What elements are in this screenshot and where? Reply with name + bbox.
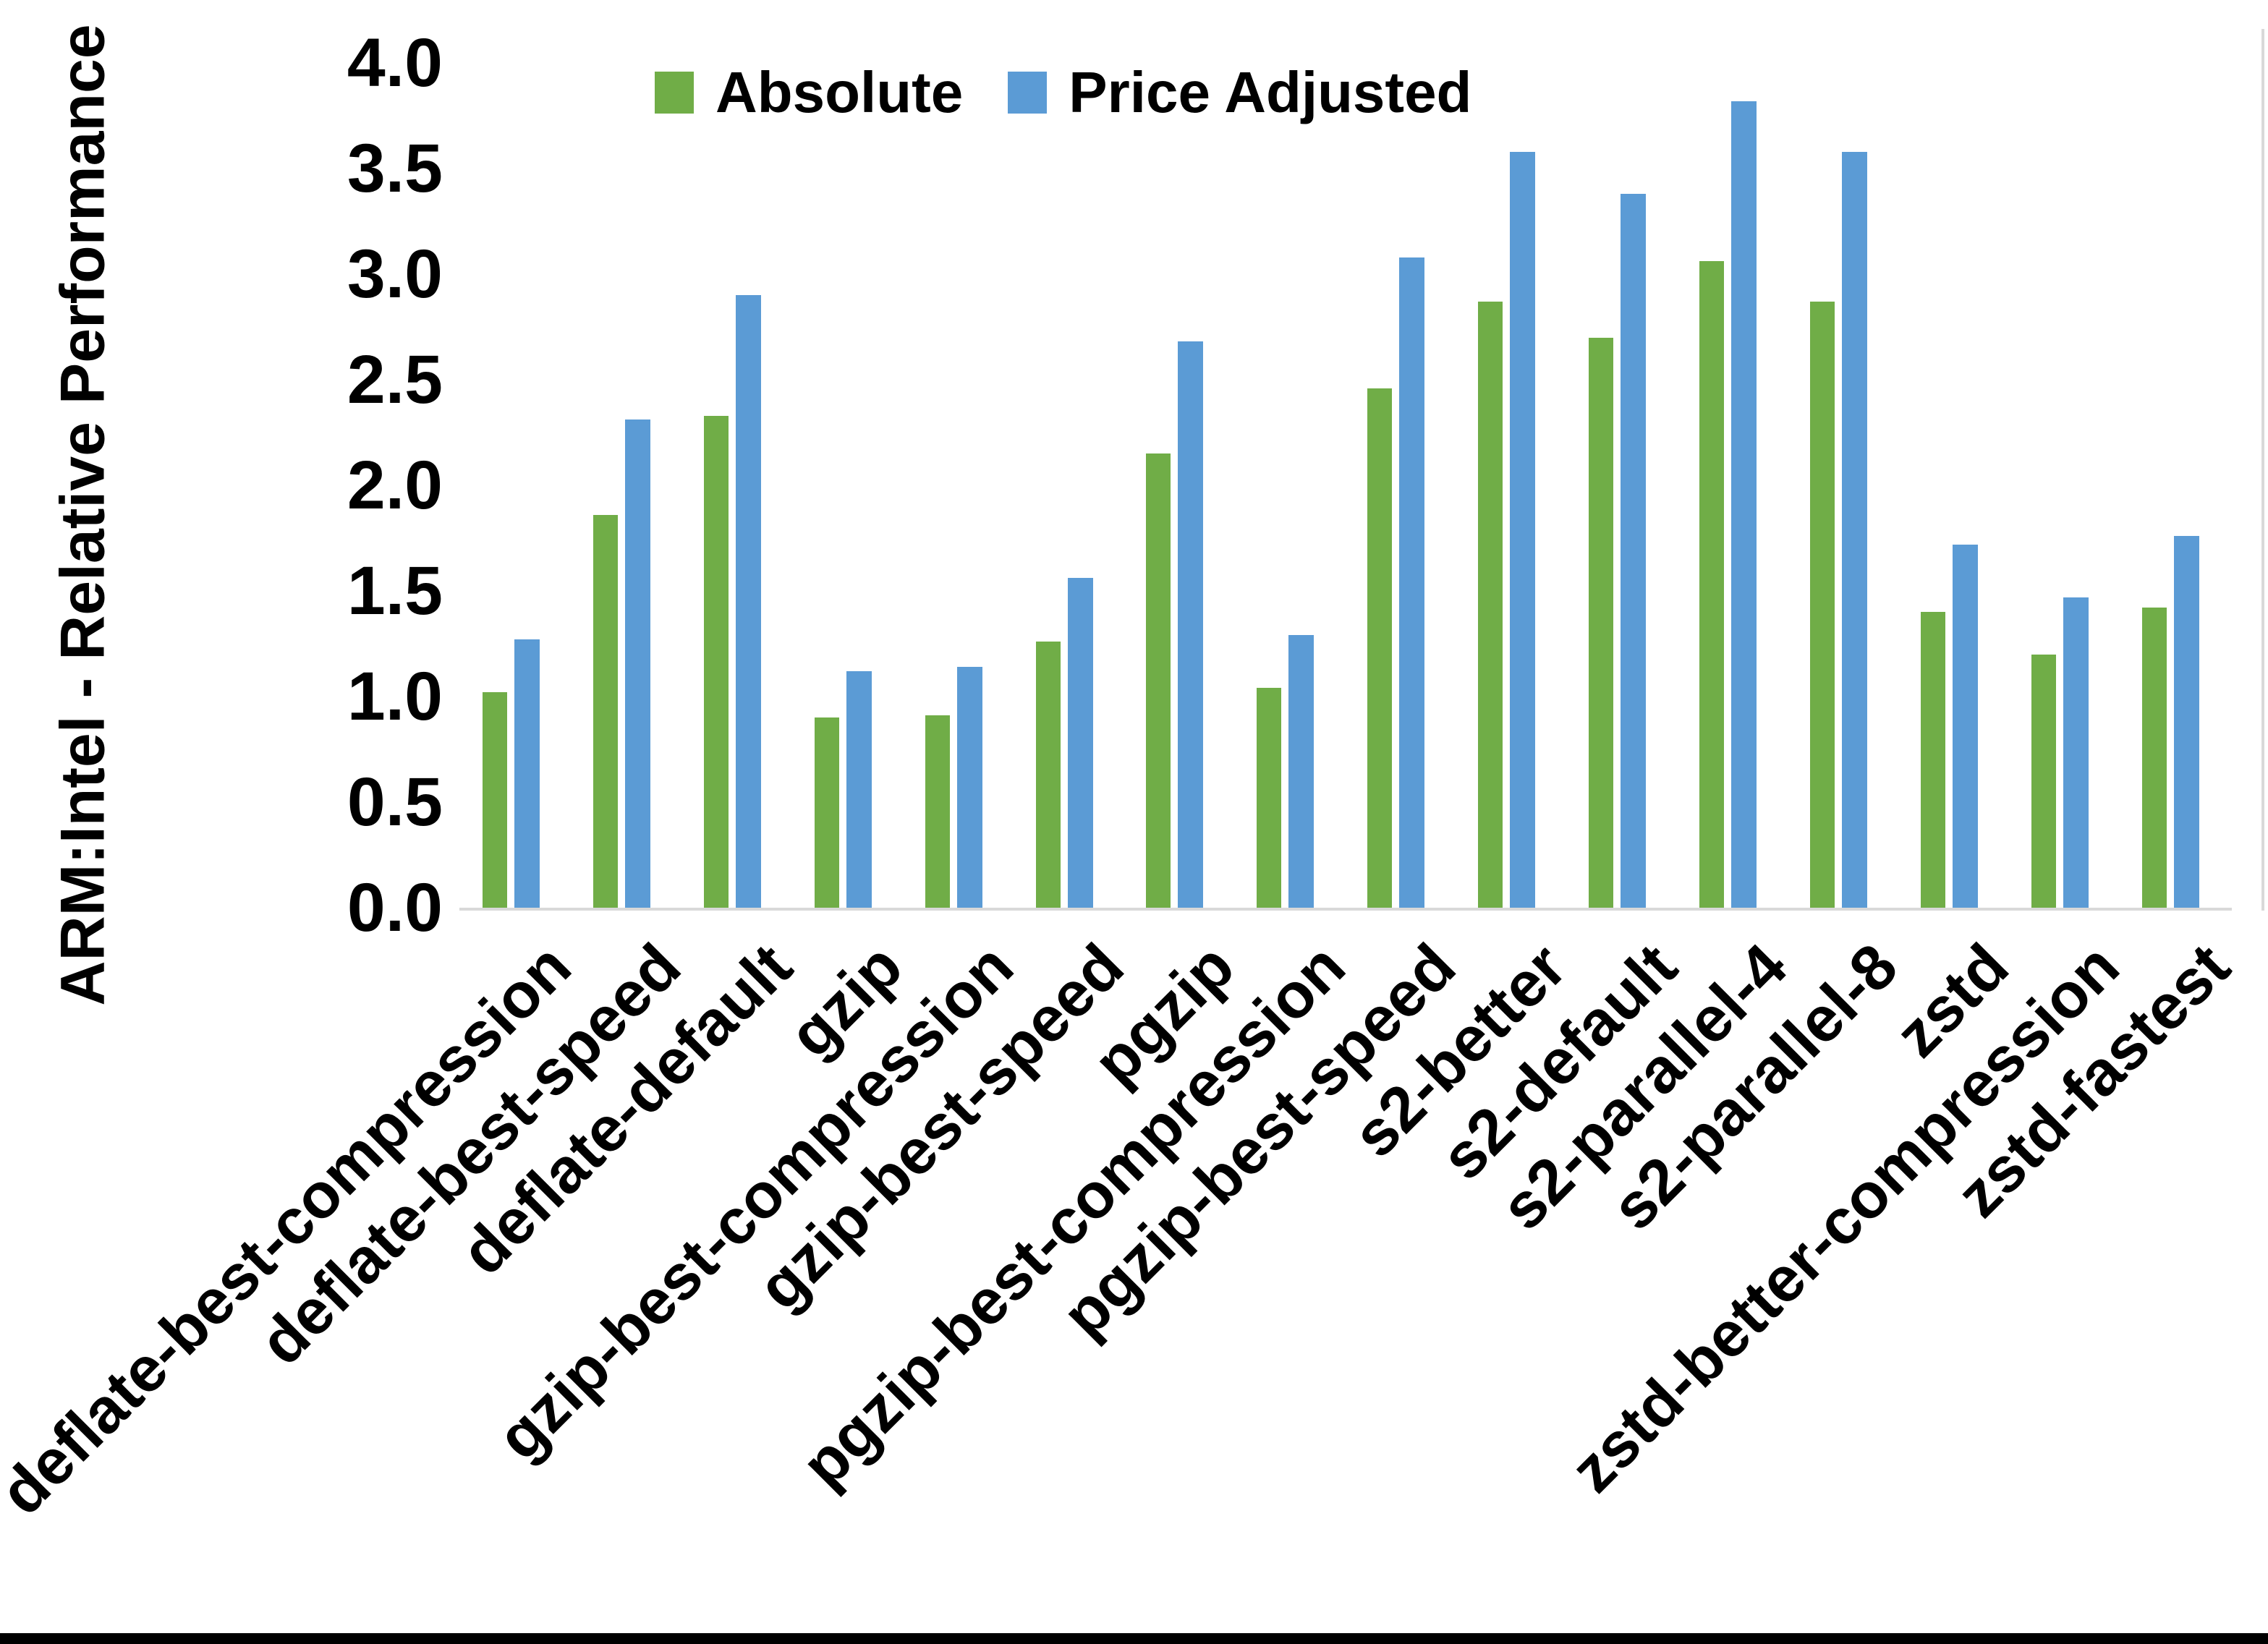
bar-absolute: [704, 416, 729, 908]
y-tick-label: 0.0: [347, 869, 443, 946]
y-tick-label: 1.0: [347, 658, 443, 735]
y-tick-label: 3.0: [347, 236, 443, 312]
bar-absolute: [925, 715, 950, 908]
bar-absolute: [1367, 388, 1392, 908]
bar-price-adjusted: [2174, 536, 2199, 908]
legend-label-price-adjusted: Price Adjusted: [1069, 60, 1472, 124]
legend-item-price-adjusted: Price Adjusted: [1008, 59, 1471, 126]
bar-price-adjusted: [1288, 635, 1314, 908]
bar-absolute: [593, 515, 618, 908]
bar-price-adjusted: [514, 639, 540, 908]
bar-absolute: [1478, 302, 1503, 908]
y-tick-label: 3.5: [347, 130, 443, 207]
bottom-border: [0, 1633, 2268, 1644]
y-tick-label: 1.5: [347, 553, 443, 629]
y-axis-title: ARM:Intel - Relative Performance: [48, 24, 118, 1006]
bar-absolute: [1810, 302, 1835, 908]
plot-right-border: [2261, 29, 2264, 911]
legend-swatch-absolute-icon: [655, 72, 694, 114]
bar-absolute: [1036, 642, 1061, 908]
bar-price-adjusted: [1731, 101, 1757, 908]
bar-price-adjusted: [1510, 152, 1535, 908]
bar-price-adjusted: [1621, 194, 1646, 908]
bar-price-adjusted: [2063, 597, 2089, 908]
bar-absolute: [2142, 608, 2167, 908]
bar-absolute: [1921, 612, 1945, 908]
bar-absolute: [2031, 655, 2056, 908]
bar-absolute: [1699, 261, 1724, 908]
x-axis-line: [459, 908, 2232, 911]
bar-price-adjusted: [846, 671, 872, 908]
bar-price-adjusted: [957, 667, 982, 908]
bar-price-adjusted: [1953, 545, 1978, 908]
bar-price-adjusted: [736, 295, 761, 908]
bar-absolute: [1257, 688, 1281, 908]
legend-swatch-price-adjusted-icon: [1008, 72, 1048, 114]
y-tick-label: 2.5: [347, 341, 443, 418]
y-tick-label: 2.0: [347, 447, 443, 524]
bar-price-adjusted: [1399, 257, 1424, 908]
bar-absolute: [815, 717, 839, 908]
y-tick-label: 4.0: [347, 25, 443, 101]
bar-price-adjusted: [1842, 152, 1867, 908]
legend: Absolute Price Adjusted: [655, 60, 1471, 124]
legend-item-absolute: Absolute: [655, 59, 963, 126]
legend-label-absolute: Absolute: [715, 60, 964, 124]
y-tick-label: 0.5: [347, 764, 443, 840]
bar-price-adjusted: [625, 419, 650, 908]
bar-absolute: [483, 692, 507, 908]
bar-price-adjusted: [1178, 341, 1203, 908]
bar-absolute: [1589, 338, 1613, 908]
bar-absolute: [1146, 453, 1171, 908]
bar-price-adjusted: [1068, 578, 1093, 908]
